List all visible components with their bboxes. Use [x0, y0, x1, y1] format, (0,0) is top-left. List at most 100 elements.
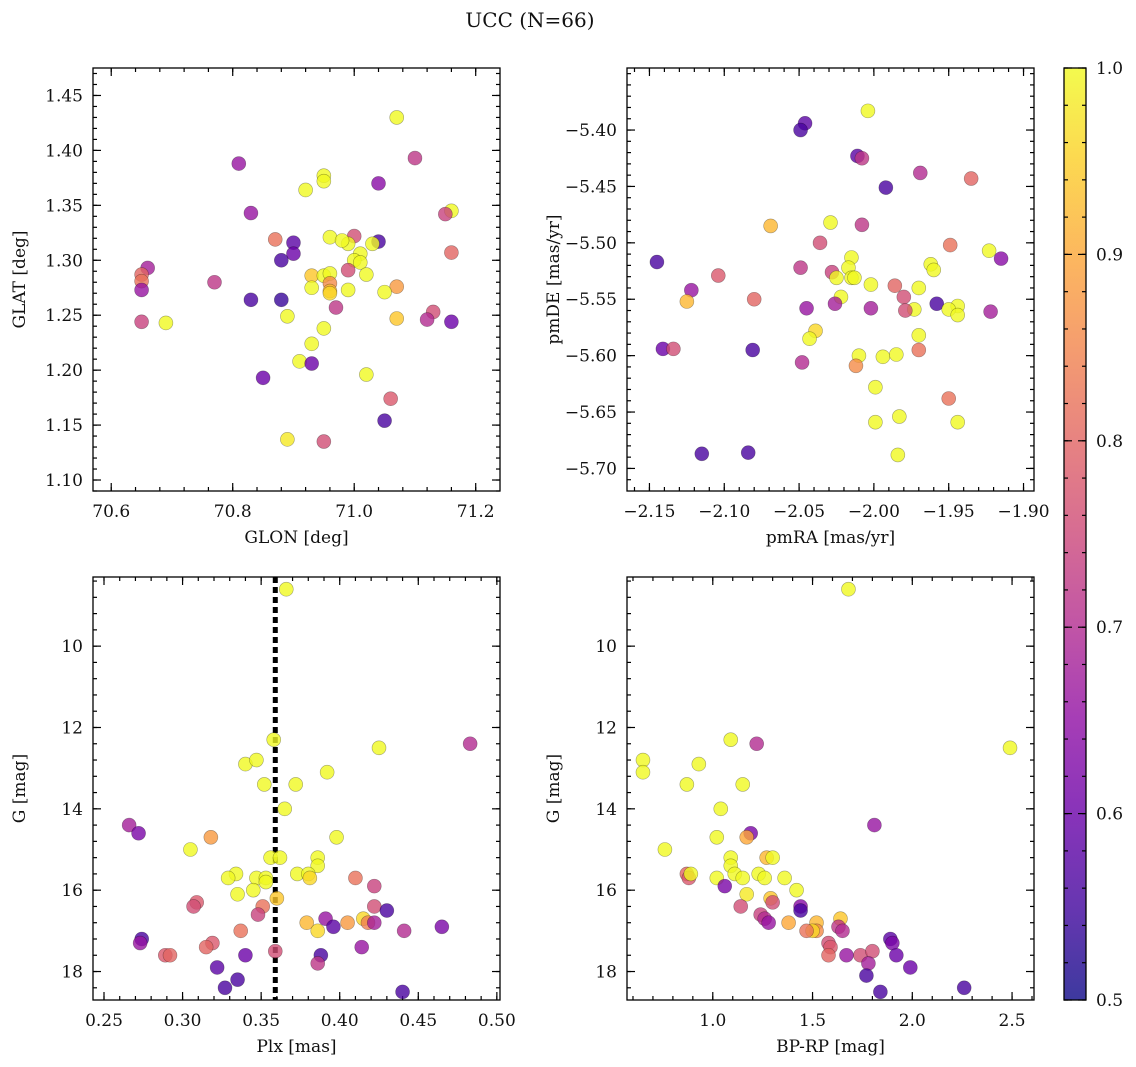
y-tick-label: 14	[61, 800, 83, 820]
data-point	[134, 282, 149, 298]
x-tick-label: 71.2	[457, 502, 495, 522]
y-tick-label: 10	[61, 637, 83, 657]
y-tick-label: 12	[61, 718, 83, 738]
data-point	[366, 899, 382, 914]
y-tick-label: 16	[595, 881, 617, 901]
data-point	[389, 279, 405, 294]
data-point	[434, 919, 450, 935]
data-point	[371, 176, 386, 191]
data-point	[812, 235, 828, 251]
data-point	[326, 919, 341, 935]
x-tick-label: −1.90	[997, 502, 1049, 522]
data-point	[717, 878, 733, 894]
data-point	[868, 414, 883, 430]
colorbar-tick-label: 1.0	[1096, 59, 1123, 79]
x-tick-label: 0.40	[321, 1011, 359, 1031]
data-point	[304, 280, 319, 296]
data-point	[912, 165, 928, 181]
data-point	[304, 336, 319, 352]
data-point	[821, 947, 836, 963]
data-point	[793, 903, 808, 918]
data-point	[887, 278, 903, 294]
data-point	[444, 314, 459, 330]
panel-glon-glat: 70.6 70.8 71.0 71.2 1.10 1.15 1.20 1.25 1.30 1.35…	[10, 67, 501, 548]
y-axis-label: GLAT [deg]	[10, 230, 30, 328]
data-point	[863, 300, 879, 316]
data-point	[299, 915, 315, 931]
data-point	[444, 245, 459, 260]
data-point	[371, 740, 387, 756]
data-point	[438, 206, 453, 222]
data-point	[709, 830, 725, 845]
data-point	[635, 764, 651, 780]
data-point	[889, 347, 904, 362]
x-tick-label: 0.30	[164, 1011, 202, 1031]
data-point	[277, 801, 293, 817]
data-point	[280, 432, 295, 447]
plot-frame	[626, 67, 1035, 492]
data-point	[198, 939, 214, 955]
data-point	[765, 850, 780, 865]
data-point	[186, 899, 201, 914]
data-point	[354, 939, 370, 955]
x-tick-label: 2.0	[899, 1011, 926, 1031]
data-point	[267, 943, 283, 959]
data-point	[739, 886, 755, 902]
colorbar-gradient	[1064, 68, 1086, 1000]
data-point	[249, 752, 264, 768]
x-tick-label: −2.00	[848, 502, 900, 522]
data-point	[789, 882, 804, 898]
data-point	[854, 217, 870, 233]
data-point	[1002, 740, 1018, 756]
data-point	[723, 732, 739, 747]
y-tick-label: 1.45	[45, 86, 83, 106]
data-point	[389, 311, 405, 326]
x-tick-label: −2.15	[623, 502, 675, 522]
x-tick-label: 70.8	[214, 502, 252, 522]
data-point	[322, 285, 338, 301]
plot-frame	[92, 67, 501, 492]
data-point	[929, 296, 945, 312]
y-tick-label: 10	[595, 637, 617, 657]
data-point	[860, 103, 876, 119]
data-point	[288, 777, 304, 792]
data-point	[823, 215, 838, 230]
data-point	[981, 243, 997, 259]
data-point	[781, 915, 796, 931]
y-tick-label: 1.10	[45, 471, 83, 491]
data-point	[649, 254, 665, 270]
data-point	[950, 414, 965, 430]
panel-bprp-g: 1.0 1.5 2.0 2.5 10 12 14 16 18 BP-RP [mag] G [mag]	[544, 576, 1035, 1057]
data-point	[867, 817, 882, 833]
x-tick-label: 2.5	[999, 1011, 1026, 1031]
data-point	[278, 581, 294, 597]
data-point	[230, 886, 245, 902]
data-point	[316, 434, 332, 449]
x-axis-label: BP-RP [mag]	[776, 1037, 885, 1057]
data-point	[132, 935, 148, 951]
x-tick-label: 1.0	[699, 1011, 726, 1031]
data-point	[956, 980, 972, 996]
y-tick-label: 16	[61, 881, 83, 901]
x-tick-label: 71.0	[335, 502, 373, 522]
data-point	[735, 870, 751, 886]
data-point	[255, 370, 271, 386]
data-point	[793, 260, 808, 275]
data-point	[217, 980, 233, 996]
data-point	[735, 777, 751, 792]
data-point	[890, 447, 906, 463]
data-point	[885, 935, 900, 951]
x-tick-label: −2.05	[773, 502, 825, 522]
data-point	[859, 968, 874, 983]
y-tick-label: 1.35	[45, 196, 83, 216]
data-point	[848, 358, 864, 374]
plot-frame	[92, 576, 501, 1001]
data-point	[302, 870, 318, 886]
y-tick-label: 1.40	[45, 141, 83, 161]
figure-title: UCC (N=66)	[465, 8, 594, 32]
data-point	[740, 445, 756, 460]
data-point	[292, 354, 307, 369]
colorbar-tick-label: 0.6	[1096, 805, 1123, 825]
x-tick-label: 1.5	[799, 1011, 826, 1031]
data-point	[365, 236, 380, 252]
